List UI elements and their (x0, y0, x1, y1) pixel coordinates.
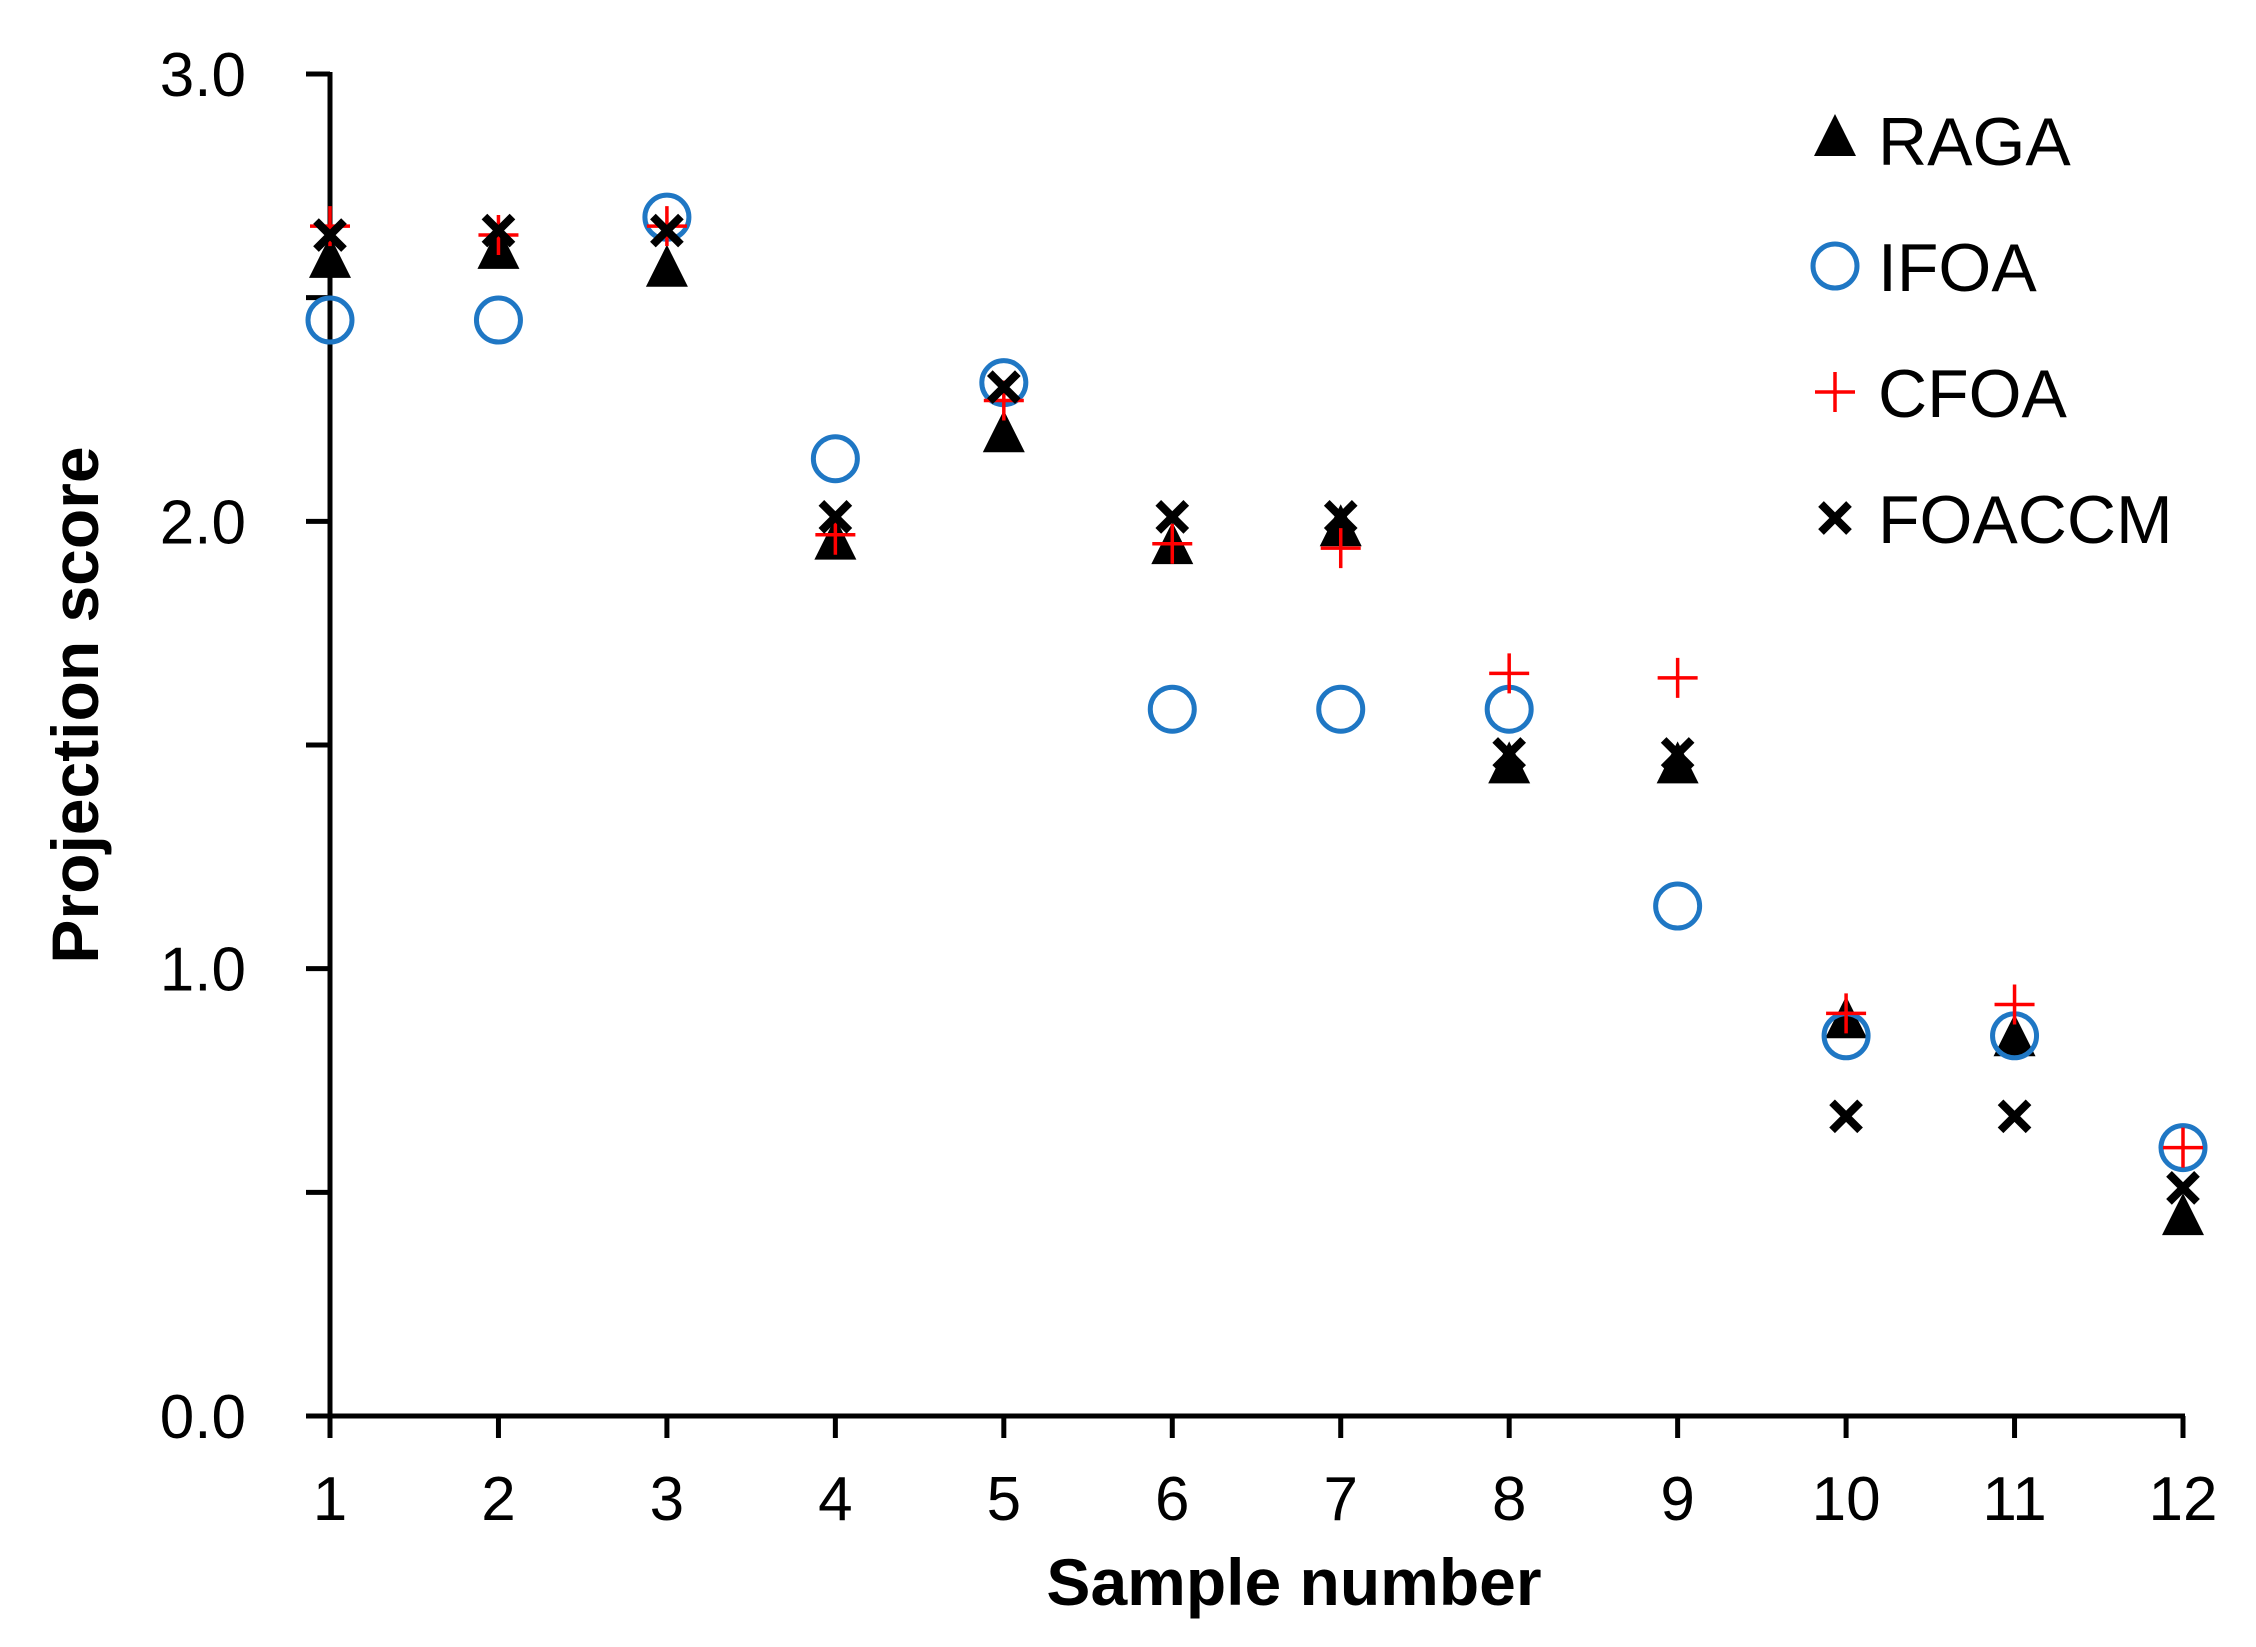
data-point-cfoa (1657, 657, 1698, 698)
data-point-raga (2162, 1193, 2204, 1236)
series-ifoa (305, 192, 2208, 1173)
x-tick-label: 10 (1812, 1465, 1881, 1534)
legend: RAGA IFOA CFOA FOACCM (1810, 104, 2173, 558)
data-point-cfoa (1826, 993, 1867, 1034)
data-point-cfoa (1994, 984, 2035, 1025)
legend-marker-ifoa (1810, 241, 1860, 291)
x-axis-title: Sample number (1046, 1545, 1541, 1619)
data-point-ifoa (1653, 881, 1703, 931)
legend-label: RAGA (1878, 104, 2071, 180)
data-point-ifoa (2158, 1123, 2208, 1173)
data-point-cfoa (1152, 523, 1193, 564)
data-point-ifoa (1316, 684, 1366, 734)
x-tick-label: 2 (481, 1465, 515, 1534)
data-point-raga (1656, 741, 1699, 784)
legend-label: CFOA (1878, 356, 2068, 432)
data-point-raga (1488, 741, 1531, 784)
x-tick-label: 8 (1492, 1465, 1526, 1534)
y-tick-label: 3.0 (160, 41, 246, 110)
data-point-ifoa (1147, 684, 1197, 734)
data-point-foaccm (2166, 1171, 2200, 1205)
data-point-raga (1319, 504, 1362, 547)
data-point-ifoa (305, 295, 355, 345)
x-tick-label: 12 (2149, 1465, 2218, 1534)
legend-label: FOACCM (1878, 482, 2173, 558)
axes: 0.01.02.03.01 2 3 4 5 6 7 8 9 10 11 12 (160, 41, 2218, 1534)
data-point-foaccm (1829, 1099, 1863, 1134)
x-tick-label: 7 (1323, 1465, 1357, 1534)
legend-label: IFOA (1878, 230, 2037, 306)
data-point-cfoa (1320, 528, 1361, 569)
x-tick-label: 9 (1660, 1465, 1694, 1534)
x-tick-label: 5 (987, 1465, 1021, 1534)
x-tick-label: 4 (818, 1465, 852, 1534)
data-point-foaccm (481, 213, 516, 248)
data-point-cfoa (1489, 653, 1530, 694)
data-points (305, 192, 2208, 1236)
y-axis-title: Projection score (38, 446, 112, 963)
data-point-cfoa (2163, 1127, 2203, 1168)
data-point-raga (982, 410, 1025, 453)
x-tick-label: 6 (1155, 1465, 1189, 1534)
y-tick-label: 0.0 (160, 1383, 246, 1452)
data-point-ifoa (810, 434, 860, 484)
data-point-foaccm (1492, 737, 1527, 771)
legend-marker-foaccm (1818, 501, 1852, 535)
data-point-foaccm (650, 213, 684, 248)
x-tick-label: 11 (1982, 1465, 2046, 1534)
data-point-foaccm (986, 370, 1021, 404)
x-tick-label: 3 (650, 1465, 684, 1534)
data-point-ifoa (473, 295, 523, 345)
y-tick-label: 1.0 (160, 936, 246, 1005)
data-point-foaccm (1660, 737, 1695, 771)
y-tick-label: 2.0 (160, 488, 246, 557)
series-cfoa (310, 206, 2203, 1168)
data-point-foaccm (1997, 1099, 2032, 1134)
x-tick-label: 1 (313, 1465, 347, 1534)
legend-marker-cfoa (1815, 372, 1855, 412)
data-point-foaccm (1323, 500, 1358, 534)
data-point-raga (309, 235, 351, 278)
data-point-foaccm (313, 218, 347, 252)
data-point-raga (1993, 1014, 2036, 1057)
data-point-raga (645, 244, 688, 287)
data-point-foaccm (818, 500, 853, 534)
series-foaccm (313, 213, 2200, 1205)
data-point-ifoa (1484, 684, 1534, 734)
legend-marker-raga (1814, 113, 1856, 156)
data-point-foaccm (1155, 500, 1190, 534)
